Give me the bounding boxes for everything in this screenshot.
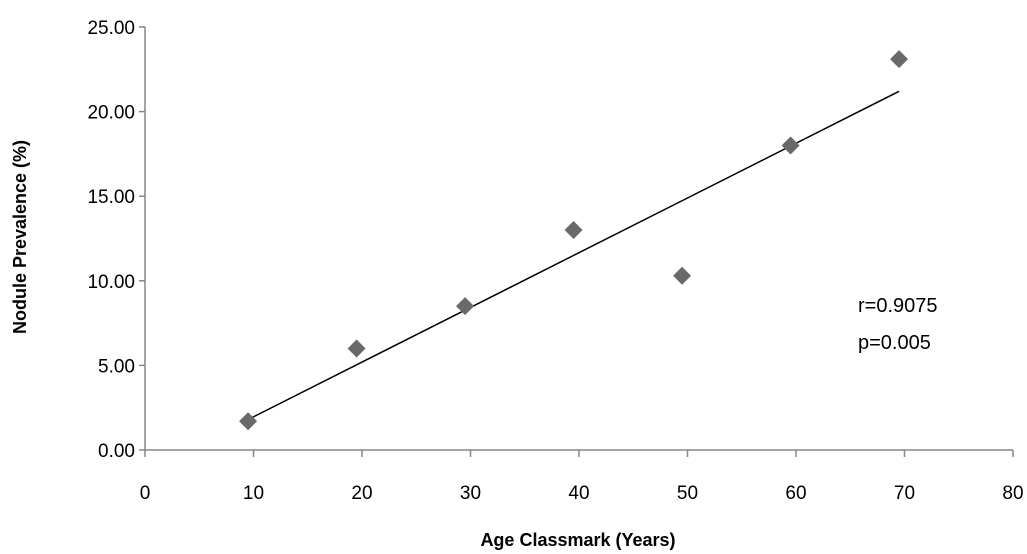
data-point-marker [564, 221, 583, 240]
data-point-marker [781, 136, 800, 155]
data-point-marker [673, 266, 692, 285]
data-point-marker [456, 297, 475, 316]
trendline [247, 90, 900, 421]
x-tick-label: 40 [568, 483, 589, 504]
y-tick-label: 0.00 [98, 441, 135, 462]
x-tick-label: 80 [1002, 483, 1023, 504]
x-tick-label: 0 [140, 483, 151, 504]
data-point-marker [890, 50, 909, 69]
y-axis-ticks: 0.00 5.00 10.00 15.00 20.00 25.00 [87, 18, 145, 462]
p-value-annotation: p=0.005 [858, 332, 931, 354]
plot-area: 0.00 5.00 10.00 15.00 20.00 25.00 0 10 20 30 40 50… [87, 18, 1023, 504]
y-axis-title: Nodule Prevalence (%) [10, 140, 30, 334]
y-tick-label: 5.00 [98, 356, 135, 377]
x-tick-label: 30 [460, 483, 481, 504]
data-points [239, 50, 909, 431]
y-tick-label: 20.00 [87, 103, 135, 124]
correlation-coefficient-annotation: r=0.9075 [858, 295, 938, 317]
x-axis-title: Age Classmark (Years) [480, 530, 675, 550]
y-tick-label: 15.00 [87, 187, 135, 208]
data-point-marker [347, 339, 366, 358]
y-tick-label: 10.00 [87, 272, 135, 293]
x-tick-label: 60 [785, 483, 806, 504]
x-axis-ticks: 0 10 20 30 40 50 60 70 80 [140, 450, 1024, 504]
x-tick-label: 70 [894, 483, 915, 504]
x-tick-label: 10 [243, 483, 264, 504]
x-tick-label: 50 [677, 483, 698, 504]
y-tick-label: 25.00 [87, 18, 135, 39]
x-tick-label: 20 [351, 483, 372, 504]
data-point-marker [239, 412, 258, 431]
